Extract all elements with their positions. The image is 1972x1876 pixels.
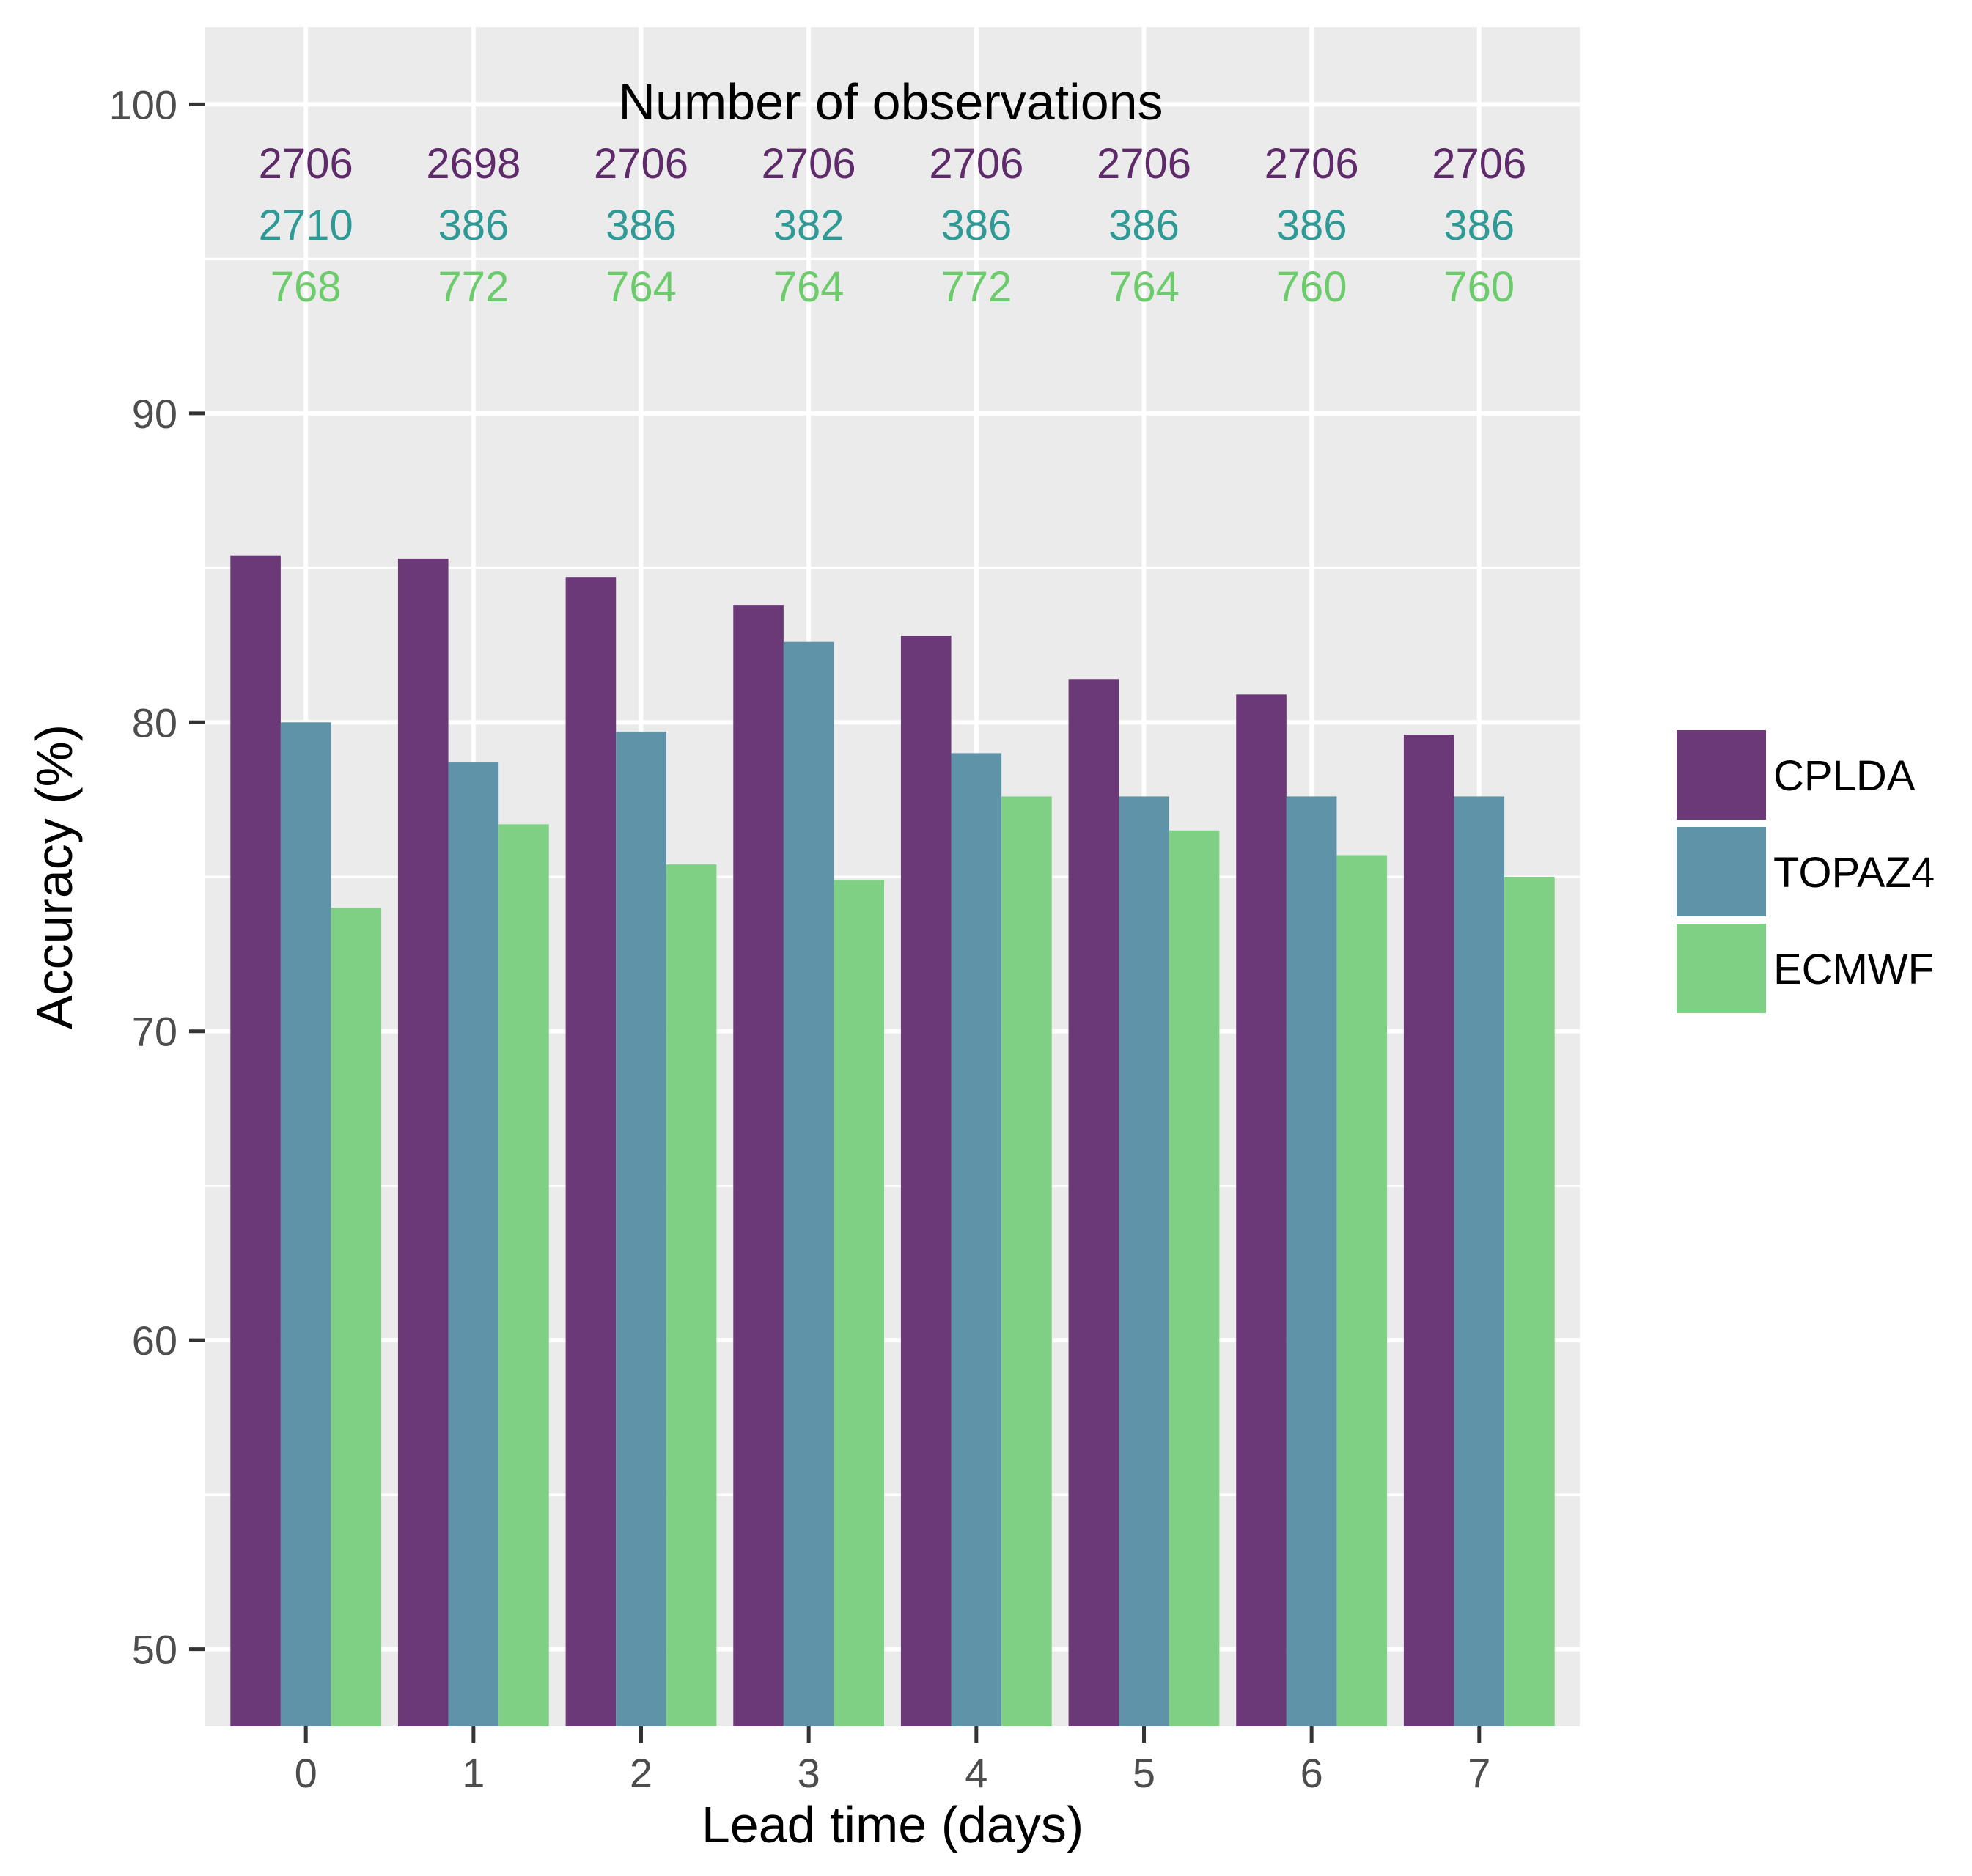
bar-topaz4-2 [616,731,666,1726]
x-tick-label: 2 [630,1750,652,1796]
observation-annotations: Number of observations 2706 2698 2706 2706 2… [259,73,1527,311]
x-tick-label: 4 [965,1750,987,1796]
bar-ecmwf-1 [498,824,549,1726]
bars [230,555,1555,1727]
bar-topaz4-1 [448,762,499,1726]
x-tick-label: 7 [1468,1750,1490,1796]
bar-cplda-0 [230,555,281,1726]
obs-count-ecmwf-1: 772 [438,263,509,311]
y-axis-label: Accuracy (%) [26,724,83,1029]
bar-topaz4-7 [1454,796,1505,1726]
bar-ecmwf-3 [834,880,885,1726]
obs-count-topaz4-4: 386 [941,202,1012,249]
obs-count-topaz4-6: 386 [1276,202,1347,249]
bar-cplda-7 [1403,735,1454,1727]
y-tick-label: 60 [132,1317,177,1364]
bar-cplda-6 [1236,694,1287,1726]
obs-count-cplda-5: 2706 [1097,140,1191,188]
bar-cplda-1 [397,558,449,1726]
obs-count-cplda-4: 2706 [929,140,1023,188]
bar-ecmwf-5 [1169,830,1220,1726]
bar-topaz4-3 [783,641,834,1726]
obs-count-cplda-0: 2706 [259,140,353,188]
bar-ecmwf-7 [1504,877,1555,1726]
obs-count-topaz4-0: 2710 [259,202,353,249]
obs-count-cplda-3: 2706 [762,140,856,188]
obs-count-topaz4-3: 382 [773,202,845,249]
x-axis: 0 1 2 3 4 5 6 7 [295,1726,1490,1796]
obs-count-topaz4-7: 386 [1443,202,1515,249]
annotation-title: Number of observations [618,73,1163,130]
y-axis: 50 60 70 80 90 100 [109,81,205,1673]
bar-topaz4-6 [1286,796,1337,1726]
obs-count-topaz4-5: 386 [1108,202,1180,249]
obs-count-ecmwf-7: 760 [1443,263,1515,311]
x-axis-label: Lead time (days) [702,1796,1084,1853]
y-tick-label: 70 [132,1009,177,1055]
obs-count-topaz4-1: 386 [438,202,509,249]
bar-cplda-2 [565,577,617,1726]
bar-cplda-3 [733,605,784,1726]
obs-count-ecmwf-6: 760 [1276,263,1347,311]
x-tick-label: 5 [1133,1750,1155,1796]
legend-label-ecmwf: ECMWF [1773,946,1934,993]
obs-count-cplda-2: 2706 [594,140,688,188]
x-tick-label: 6 [1300,1750,1323,1796]
bar-topaz4-0 [280,722,331,1726]
y-tick-label: 90 [132,391,177,437]
obs-count-ecmwf-2: 764 [606,263,677,311]
y-tick-label: 50 [132,1627,177,1673]
obs-count-topaz4-2: 386 [606,202,677,249]
bar-ecmwf-6 [1336,855,1388,1726]
bar-topaz4-5 [1119,796,1169,1726]
obs-count-cplda-6: 2706 [1265,140,1359,188]
x-tick-label: 1 [462,1750,485,1796]
y-tick-label: 100 [109,81,177,128]
legend-label-cplda: CPLDA [1773,752,1916,800]
obs-count-ecmwf-5: 764 [1108,263,1180,311]
obs-count-ecmwf-0: 768 [271,263,342,311]
legend-swatch-topaz4 [1677,827,1766,916]
y-tick-label: 80 [132,699,177,746]
bar-ecmwf-2 [666,864,717,1726]
legend-swatch-cplda [1677,730,1766,820]
bar-ecmwf-4 [1001,796,1052,1726]
legend: CPLDA TOPAZ4 ECMWF [1677,730,1935,1013]
legend-swatch-ecmwf [1677,924,1766,1013]
x-tick-label: 3 [798,1750,820,1796]
bar-cplda-4 [900,636,952,1727]
bar-topaz4-4 [951,753,1002,1726]
bar-cplda-5 [1068,679,1119,1727]
obs-count-cplda-7: 2706 [1432,140,1526,188]
legend-label-topaz4: TOPAZ4 [1773,849,1935,897]
obs-count-ecmwf-3: 764 [773,263,845,311]
obs-count-ecmwf-4: 772 [941,263,1012,311]
obs-count-cplda-1: 2698 [426,140,520,188]
bar-ecmwf-0 [331,908,382,1726]
x-tick-label: 0 [295,1750,317,1796]
